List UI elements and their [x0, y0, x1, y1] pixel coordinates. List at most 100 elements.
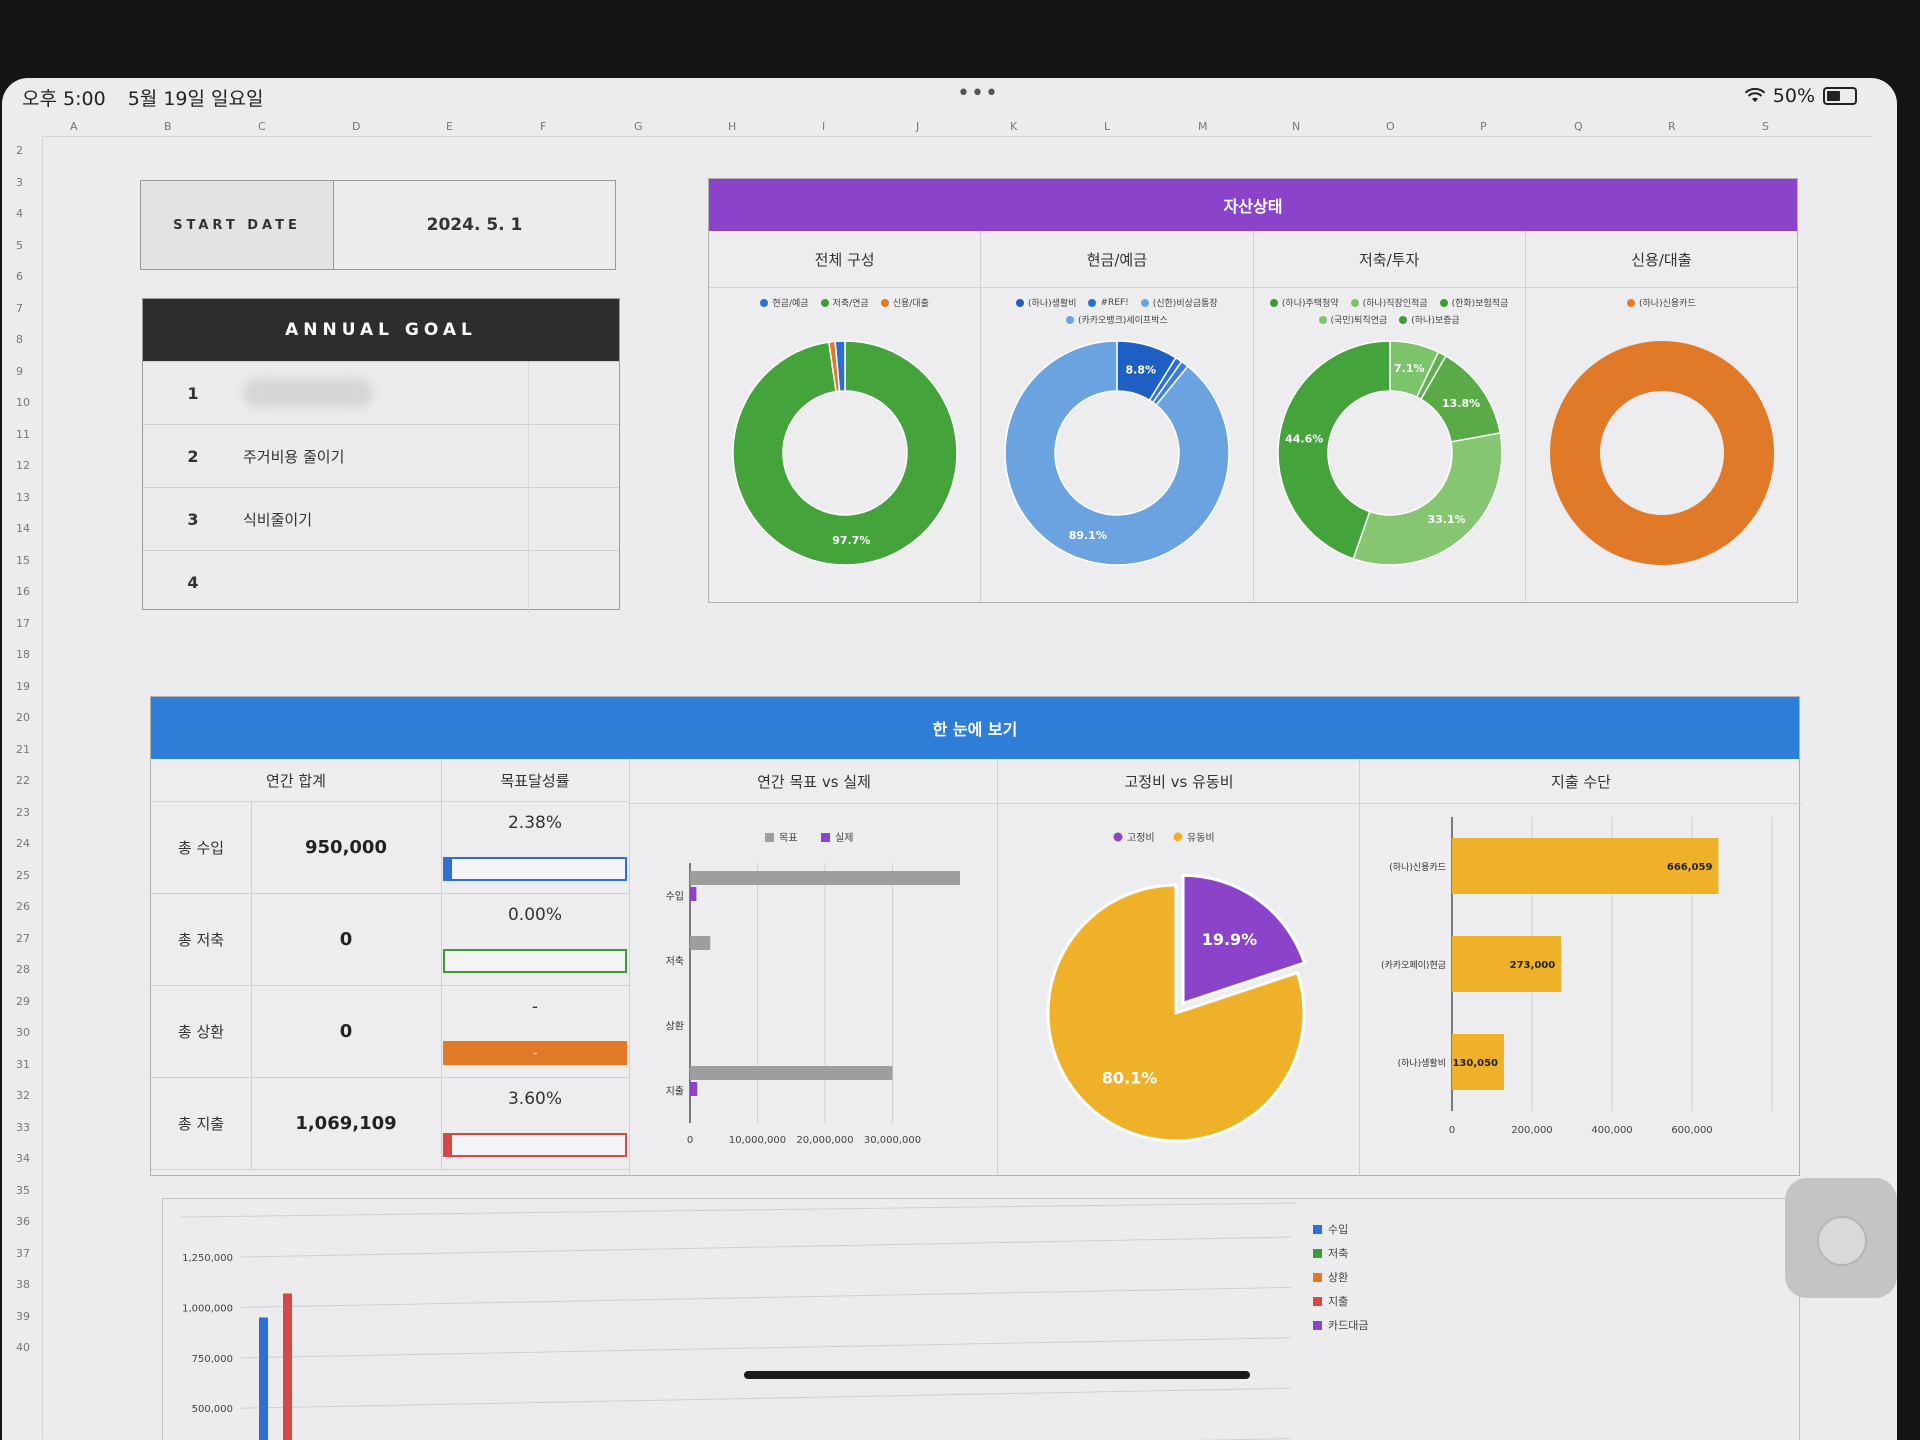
row-label[interactable]: 40: [16, 1341, 30, 1354]
row-label[interactable]: 2: [16, 144, 23, 157]
bar[interactable]: [690, 936, 711, 950]
row-label[interactable]: 16: [16, 585, 30, 598]
summary-amount[interactable]: 0: [251, 893, 442, 985]
row-label[interactable]: 28: [16, 963, 30, 976]
row-label[interactable]: 17: [16, 616, 30, 630]
progress-bar: [443, 857, 627, 881]
row-label[interactable]: 32: [16, 1089, 30, 1102]
column-label[interactable]: O: [1386, 120, 1395, 133]
row-label[interactable]: 38: [16, 1278, 30, 1291]
donut-slice[interactable]: [1549, 341, 1774, 565]
row-label[interactable]: 22: [16, 774, 30, 787]
legend-swatch: [765, 833, 774, 842]
payment-method-panel: 지출 수단 0 200,000 400,000 600,000 (하나)신용카드 666,…: [1359, 759, 1802, 1177]
donut-slice[interactable]: [1276, 340, 1391, 560]
row-label[interactable]: 3: [16, 175, 23, 189]
bar[interactable]: [1452, 1034, 1505, 1090]
column-label[interactable]: B: [164, 120, 172, 133]
row-label[interactable]: 15: [16, 553, 30, 567]
goal-row[interactable]: 2 주거비용 줄이기: [143, 424, 619, 487]
row-label[interactable]: 39: [16, 1309, 30, 1323]
bar[interactable]: [283, 1293, 292, 1440]
assistive-touch-button[interactable]: [1785, 1178, 1897, 1298]
home-indicator[interactable]: [744, 1371, 1250, 1379]
column-label[interactable]: D: [352, 120, 361, 133]
column-label[interactable]: C: [258, 120, 266, 133]
row-label[interactable]: 8: [16, 333, 23, 346]
donut-slice[interactable]: [834, 340, 846, 393]
bar[interactable]: [690, 887, 697, 901]
legend-swatch: [1313, 1224, 1322, 1234]
row-label[interactable]: 5: [16, 238, 23, 252]
column-label[interactable]: P: [1480, 120, 1487, 133]
bar[interactable]: [1452, 838, 1719, 894]
row-label[interactable]: 21: [16, 742, 30, 756]
row-label[interactable]: 6: [16, 270, 23, 283]
summary-amount[interactable]: 1,069,109: [251, 1077, 442, 1169]
row-label[interactable]: 33: [16, 1120, 30, 1134]
row-label[interactable]: 11: [16, 427, 30, 441]
row-label[interactable]: 13: [16, 490, 30, 504]
row-label[interactable]: 14: [16, 522, 30, 535]
pie-slice[interactable]: [1181, 873, 1307, 1006]
row-label[interactable]: 27: [16, 931, 30, 945]
row-label[interactable]: 18: [16, 648, 30, 661]
goal-row[interactable]: 4: [143, 550, 619, 613]
column-label[interactable]: A: [70, 120, 78, 133]
column-label[interactable]: N: [1292, 120, 1301, 133]
row-label[interactable]: 10: [16, 396, 30, 409]
column-label[interactable]: Q: [1574, 120, 1583, 133]
legend-label: 실제: [835, 832, 853, 844]
fixed-vs-variable-chart: 고정비 유동비 19.9% 80.1%: [1046, 832, 1307, 1143]
row-label[interactable]: 19: [16, 679, 30, 693]
column-label[interactable]: M: [1198, 120, 1208, 133]
row-label[interactable]: 37: [16, 1246, 30, 1260]
summary-amount[interactable]: 0: [251, 985, 442, 1077]
column-label[interactable]: E: [446, 120, 453, 133]
row-label[interactable]: 26: [16, 900, 30, 913]
row-label[interactable]: 35: [16, 1183, 30, 1197]
donut-slice[interactable]: [1004, 340, 1230, 566]
row-label[interactable]: 30: [16, 1026, 30, 1039]
column-label[interactable]: R: [1668, 120, 1676, 133]
y-tick-label: 1,000,000: [182, 1303, 233, 1314]
summary-amount[interactable]: 950,000: [251, 801, 442, 893]
column-label[interactable]: S: [1762, 120, 1769, 133]
column-label[interactable]: K: [1010, 120, 1018, 133]
row-label[interactable]: 20: [16, 711, 30, 724]
summary-row: 총 수입 950,000 2.38%: [151, 801, 629, 894]
donut-slice-label: 97.7%: [832, 534, 870, 547]
donut-slice[interactable]: [1351, 432, 1503, 566]
goal-row[interactable]: 1: [143, 361, 619, 424]
row-label[interactable]: 25: [16, 868, 30, 882]
tablet-screen: 오후 5:00 5월 19일 일요일 ••• 50% A B C D E F G H I J K L M…: [2, 78, 1897, 1440]
goal-text: 식비줄이기: [243, 510, 313, 529]
bar[interactable]: [690, 1082, 698, 1096]
bar[interactable]: [690, 1066, 893, 1080]
row-label[interactable]: 7: [16, 301, 23, 315]
column-label[interactable]: J: [916, 120, 920, 133]
row-label[interactable]: 12: [16, 459, 30, 472]
bar[interactable]: [259, 1317, 268, 1440]
column-label[interactable]: L: [1104, 120, 1111, 133]
goal-row[interactable]: 3 식비줄이기: [143, 487, 619, 550]
column-label[interactable]: H: [728, 120, 737, 133]
donut-chart: 7.1% 13.8% 33.1% 44.6%: [1276, 340, 1503, 566]
multitasking-dots-icon[interactable]: •••: [957, 81, 999, 106]
row-label[interactable]: 23: [16, 805, 30, 819]
start-date-value[interactable]: 2024. 5. 1: [426, 215, 523, 235]
row-label[interactable]: 9: [16, 364, 23, 378]
column-label[interactable]: I: [822, 120, 826, 133]
donut-slice[interactable]: [732, 340, 958, 566]
row-label[interactable]: 4: [16, 207, 23, 220]
pie-slice[interactable]: [1046, 883, 1306, 1143]
column-label[interactable]: F: [540, 120, 547, 133]
row-label[interactable]: 24: [16, 837, 30, 850]
row-label[interactable]: 34: [16, 1152, 30, 1165]
bar[interactable]: [1452, 936, 1562, 992]
bar[interactable]: [690, 871, 960, 885]
row-label[interactable]: 36: [16, 1215, 30, 1228]
row-label[interactable]: 29: [16, 994, 30, 1008]
column-label[interactable]: G: [634, 120, 643, 133]
row-label[interactable]: 31: [16, 1057, 30, 1071]
